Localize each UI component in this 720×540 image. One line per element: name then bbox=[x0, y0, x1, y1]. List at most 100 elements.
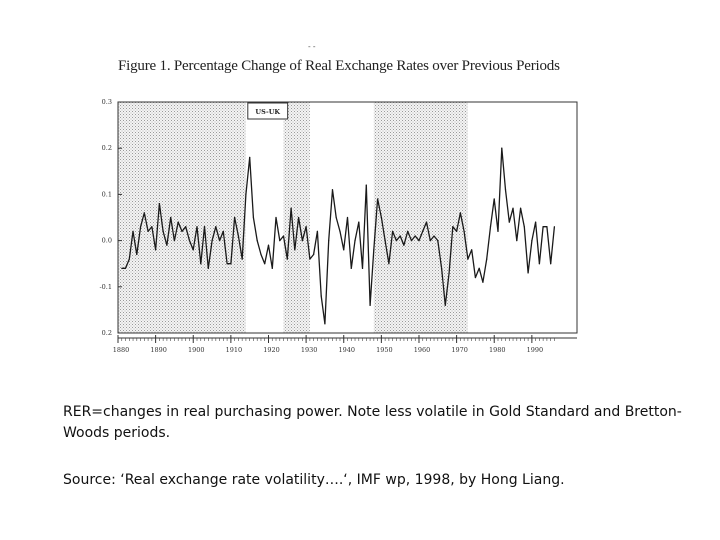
x-tick-label: 1920 bbox=[263, 346, 280, 354]
x-tick-label: 1910 bbox=[226, 346, 243, 354]
data-point bbox=[170, 216, 172, 219]
data-point bbox=[535, 221, 537, 223]
data-point bbox=[222, 230, 224, 232]
data-point bbox=[207, 267, 209, 269]
data-point bbox=[249, 156, 251, 159]
x-tick-label: 1970 bbox=[451, 346, 468, 354]
data-point bbox=[226, 263, 228, 265]
data-point bbox=[331, 189, 334, 191]
data-point bbox=[241, 258, 243, 260]
x-tick-label: 1900 bbox=[188, 346, 205, 354]
data-point bbox=[192, 249, 194, 251]
y-tick-label: 0.2 bbox=[102, 144, 112, 152]
legend-label: US-UK bbox=[255, 108, 280, 116]
data-point bbox=[538, 263, 540, 265]
line-chart: US-UK 0.3 0.2 0.1 0.0 -0.1 0.2 1880 1890 1900 191… bbox=[99, 98, 578, 354]
data-point bbox=[429, 240, 431, 242]
data-point bbox=[313, 253, 315, 256]
data-point bbox=[403, 244, 405, 246]
data-point bbox=[392, 230, 394, 232]
x-tick-label: 1940 bbox=[338, 346, 355, 354]
data-point bbox=[384, 240, 386, 242]
data-point bbox=[181, 230, 183, 232]
data-point bbox=[132, 230, 134, 232]
plot-frame bbox=[117, 101, 578, 334]
data-point bbox=[297, 216, 300, 219]
data-point bbox=[230, 263, 232, 265]
data-point bbox=[550, 263, 552, 265]
data-point bbox=[354, 240, 356, 242]
data-point bbox=[523, 226, 525, 228]
data-point bbox=[282, 235, 285, 237]
data-point bbox=[373, 249, 375, 251]
data-point bbox=[166, 244, 168, 246]
data-point bbox=[380, 216, 382, 219]
data-point bbox=[459, 212, 461, 214]
data-point bbox=[388, 263, 390, 265]
data-point bbox=[328, 240, 330, 242]
data-point bbox=[497, 230, 499, 232]
data-point bbox=[271, 267, 273, 269]
data-point bbox=[542, 226, 544, 228]
data-point bbox=[155, 249, 157, 251]
y-tick-label: 0.0 bbox=[102, 237, 112, 245]
data-point bbox=[200, 263, 202, 265]
y-tick-label: 0.2 bbox=[102, 329, 112, 337]
data-point bbox=[527, 272, 529, 274]
data-point bbox=[504, 189, 507, 191]
data-point bbox=[143, 212, 145, 214]
data-point bbox=[286, 258, 288, 260]
data-point bbox=[264, 263, 266, 265]
data-point bbox=[158, 203, 160, 205]
data-point bbox=[245, 193, 247, 195]
data-point bbox=[234, 216, 236, 219]
data-point bbox=[358, 221, 360, 223]
data-point bbox=[369, 304, 371, 306]
data-point bbox=[211, 240, 213, 242]
data-point bbox=[301, 240, 303, 242]
data-point bbox=[196, 226, 198, 228]
x-tick-label: 1980 bbox=[489, 346, 506, 354]
x-tick-label: 1890 bbox=[150, 346, 167, 354]
data-point bbox=[376, 198, 379, 200]
series-line-us-uk bbox=[121, 147, 556, 325]
data-point bbox=[482, 281, 484, 283]
data-point bbox=[237, 235, 239, 237]
data-point bbox=[410, 240, 413, 242]
y-tick-label: 0.1 bbox=[102, 190, 112, 198]
data-point bbox=[395, 240, 398, 242]
data-point bbox=[256, 240, 258, 242]
data-point bbox=[162, 230, 164, 232]
data-point bbox=[320, 295, 322, 297]
y-tick-label: 0.3 bbox=[102, 98, 112, 106]
figure-title: Figure 1. Percentage Change of Real Exch… bbox=[118, 58, 560, 74]
data-point bbox=[399, 235, 401, 237]
shaded-period-interwar bbox=[283, 102, 310, 333]
data-point bbox=[467, 258, 469, 260]
data-point bbox=[335, 216, 337, 219]
data-point bbox=[260, 253, 262, 256]
x-tick-label: 1950 bbox=[376, 346, 393, 354]
x-tick-label: 1930 bbox=[301, 346, 318, 354]
data-point bbox=[508, 221, 510, 223]
shaded-period-gold-standard bbox=[118, 102, 246, 333]
data-point bbox=[553, 226, 556, 228]
data-point bbox=[361, 267, 364, 269]
data-point bbox=[188, 240, 191, 242]
x-tick-label: 1880 bbox=[113, 346, 130, 354]
data-point bbox=[316, 230, 319, 232]
data-point bbox=[218, 240, 221, 242]
page-mark: - - bbox=[308, 42, 316, 51]
data-point bbox=[444, 304, 446, 306]
data-point bbox=[252, 216, 255, 219]
data-point bbox=[305, 226, 307, 228]
data-point bbox=[275, 216, 277, 219]
data-point bbox=[346, 216, 349, 219]
data-point bbox=[433, 235, 435, 237]
data-point bbox=[343, 249, 345, 251]
data-point bbox=[177, 221, 179, 223]
data-point bbox=[407, 230, 409, 232]
data-point bbox=[124, 267, 127, 269]
data-point bbox=[139, 226, 142, 228]
data-point bbox=[471, 249, 473, 251]
